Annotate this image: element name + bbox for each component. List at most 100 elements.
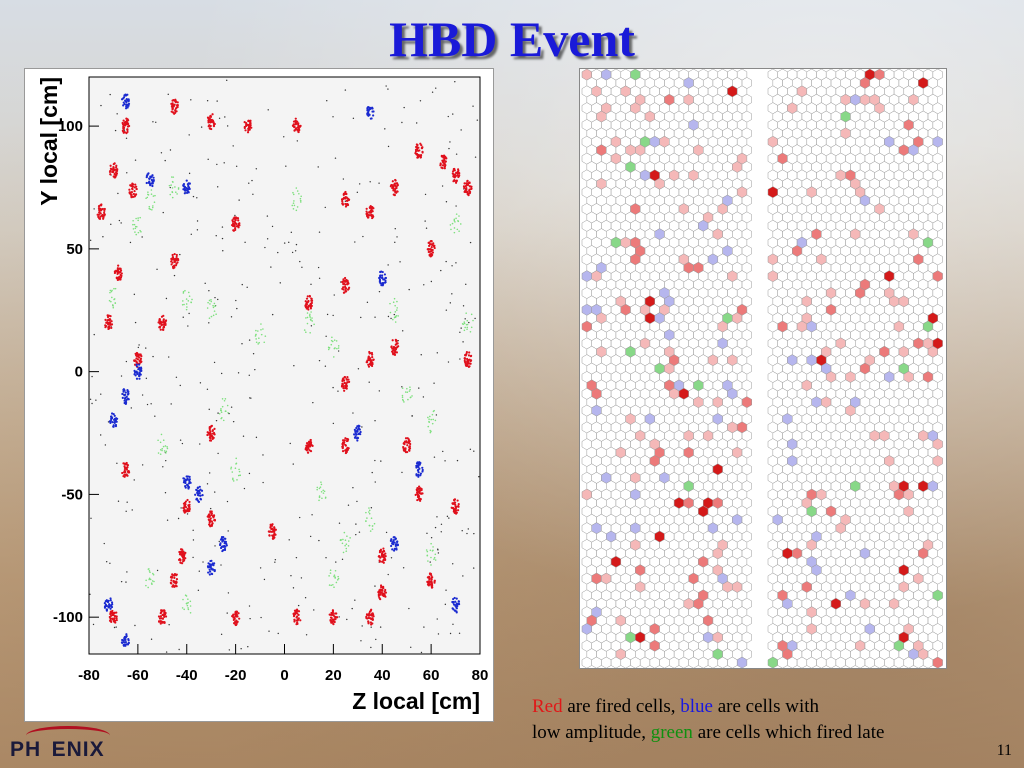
noise-point xyxy=(423,284,425,286)
data-point-late xyxy=(324,496,327,499)
data-point-fired xyxy=(126,128,129,131)
noise-point xyxy=(460,327,462,329)
data-point-late xyxy=(299,201,302,203)
data-point-fired xyxy=(468,351,471,354)
data-point-fired xyxy=(307,300,310,303)
data-point-fired xyxy=(210,523,214,526)
noise-point xyxy=(291,251,294,254)
noise-point xyxy=(93,333,95,336)
data-point-fired xyxy=(208,433,211,436)
noise-point xyxy=(455,153,458,155)
data-point-low_amplitude xyxy=(353,436,357,439)
noise-point xyxy=(181,442,184,445)
data-point-fired xyxy=(454,510,457,514)
data-point-fired xyxy=(465,182,468,185)
data-point-late xyxy=(316,486,319,489)
data-point-late xyxy=(331,336,333,339)
data-point-fired xyxy=(209,525,212,528)
noise-point xyxy=(469,448,472,450)
data-point-fired xyxy=(235,613,238,616)
data-point-low_amplitude xyxy=(122,644,126,647)
data-point-fired xyxy=(381,555,384,558)
data-point-fired xyxy=(163,615,166,618)
data-point-fired xyxy=(341,382,344,385)
data-point-fired xyxy=(430,246,433,249)
data-point-low_amplitude xyxy=(126,390,130,393)
noise-point xyxy=(141,394,144,396)
data-point-low_amplitude xyxy=(110,412,114,415)
noise-point xyxy=(387,88,389,90)
noise-point xyxy=(141,236,143,238)
data-point-fired xyxy=(396,183,399,186)
data-point-fired xyxy=(343,439,346,442)
data-point-low_amplitude xyxy=(187,191,190,194)
data-point-low_amplitude xyxy=(380,270,383,273)
noise-point xyxy=(433,456,436,458)
noise-point xyxy=(267,109,269,111)
data-point-low_amplitude xyxy=(123,393,127,396)
noise-point xyxy=(344,89,347,91)
data-point-fired xyxy=(164,323,167,326)
data-point-late xyxy=(161,449,163,452)
data-point-late xyxy=(458,215,460,217)
data-point-fired xyxy=(161,613,164,616)
data-point-late xyxy=(409,386,411,388)
noise-point xyxy=(440,531,442,533)
data-point-low_amplitude xyxy=(127,639,130,642)
data-point-low_amplitude xyxy=(127,99,130,102)
noise-point xyxy=(309,535,312,538)
data-point-fired xyxy=(158,326,161,329)
noise-point xyxy=(423,626,425,628)
data-point-late xyxy=(425,549,428,551)
noise-point xyxy=(396,236,398,238)
data-point-low_amplitude xyxy=(417,462,420,465)
data-point-late xyxy=(427,560,429,562)
noise-point xyxy=(192,556,194,559)
data-point-fired xyxy=(182,509,185,512)
data-point-late xyxy=(113,287,115,290)
data-point-fired xyxy=(139,358,142,361)
noise-point xyxy=(374,585,376,587)
data-point-fired xyxy=(186,507,189,510)
data-point-late xyxy=(373,522,376,525)
data-point-fired xyxy=(432,242,435,245)
data-point-fired xyxy=(182,502,186,505)
data-point-late xyxy=(292,202,295,204)
data-point-late xyxy=(189,600,192,603)
data-point-late xyxy=(181,607,184,609)
noise-point xyxy=(126,501,128,503)
data-point-fired xyxy=(429,580,432,583)
data-point-fired xyxy=(130,191,134,194)
noise-point xyxy=(419,100,422,102)
noise-point xyxy=(227,592,230,594)
data-point-late xyxy=(145,197,147,200)
data-point-fired xyxy=(208,127,211,130)
data-point-fired xyxy=(367,622,370,625)
noise-point xyxy=(277,632,279,635)
noise-point xyxy=(105,561,108,563)
data-point-late xyxy=(329,572,332,574)
noise-point xyxy=(384,128,386,130)
data-point-low_amplitude xyxy=(199,497,202,500)
data-point-low_amplitude xyxy=(354,430,357,433)
data-point-low_amplitude xyxy=(138,373,141,376)
noise-point xyxy=(141,464,144,466)
data-point-fired xyxy=(185,506,188,509)
noise-point xyxy=(473,450,475,452)
data-point-late xyxy=(341,542,344,545)
data-point-fired xyxy=(310,299,313,302)
data-point-fired xyxy=(443,167,446,170)
noise-point xyxy=(236,307,238,310)
noise-point xyxy=(217,452,219,455)
data-point-fired xyxy=(174,584,177,587)
noise-point xyxy=(238,199,240,201)
data-point-fired xyxy=(174,257,177,260)
data-point-fired xyxy=(307,308,310,311)
noise-point xyxy=(379,626,382,628)
data-point-low_amplitude xyxy=(455,597,458,600)
data-point-fired xyxy=(433,581,436,584)
data-point-fired xyxy=(294,117,297,120)
data-point-fired xyxy=(173,585,176,588)
data-point-fired xyxy=(124,120,127,123)
data-point-low_amplitude xyxy=(134,371,137,374)
